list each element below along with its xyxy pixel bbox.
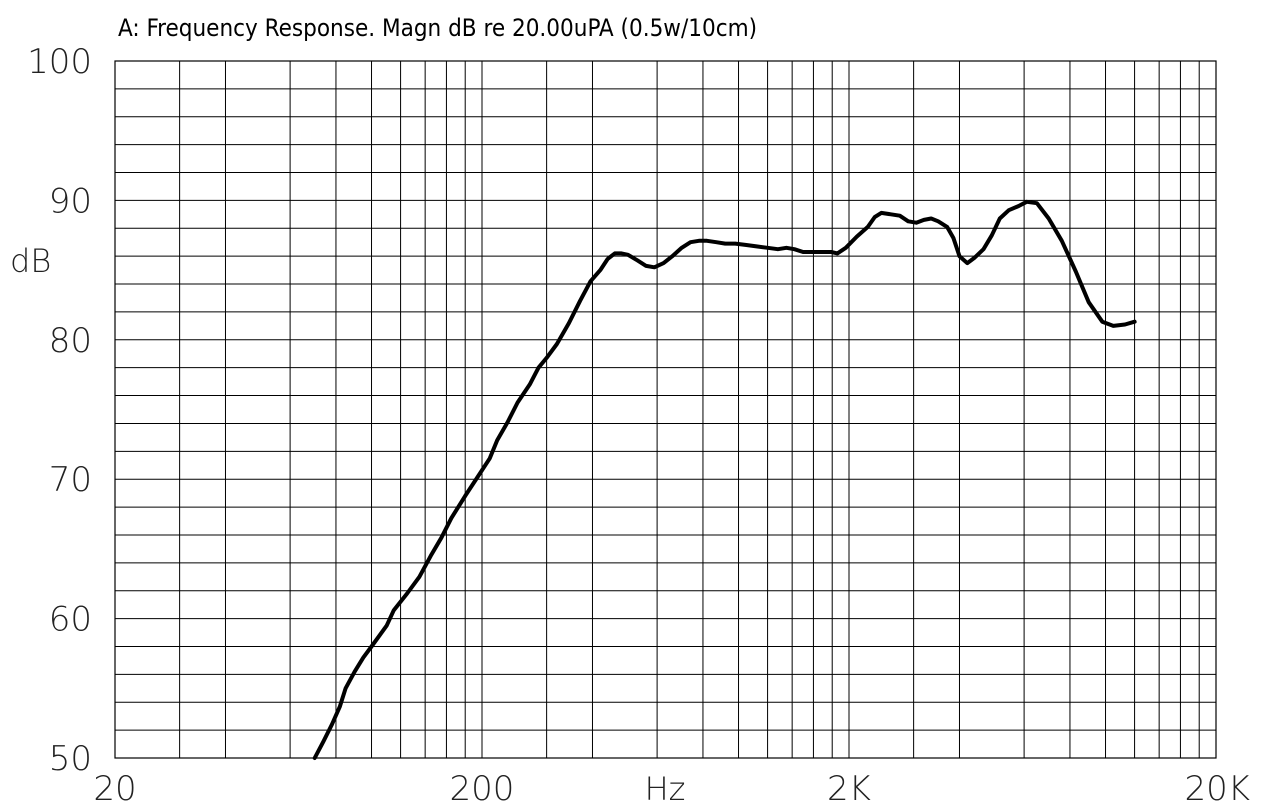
y-tick-label: 80 <box>49 321 92 361</box>
y-tick-label: 70 <box>49 460 92 500</box>
x-axis-label: Hz <box>645 770 686 808</box>
x-tick-label: 20K <box>1184 769 1250 809</box>
x-tick-label: 20 <box>93 769 136 809</box>
x-tick-label: 2K <box>827 769 871 809</box>
plot-frame <box>114 60 1217 759</box>
chart-title: A: Frequency Response. Magn dB re 20.00u… <box>118 14 757 42</box>
y-tick-label: 90 <box>49 181 92 221</box>
grid-lines <box>115 61 1216 758</box>
series-layer <box>312 199 1137 760</box>
y-axis-label: dB <box>10 242 51 280</box>
y-tick-label: 100 <box>27 42 92 82</box>
x-tick-label: 200 <box>450 769 515 809</box>
frequency-response-line <box>312 199 1137 760</box>
y-tick-label: 60 <box>49 600 92 640</box>
y-tick-label: 50 <box>49 739 92 779</box>
